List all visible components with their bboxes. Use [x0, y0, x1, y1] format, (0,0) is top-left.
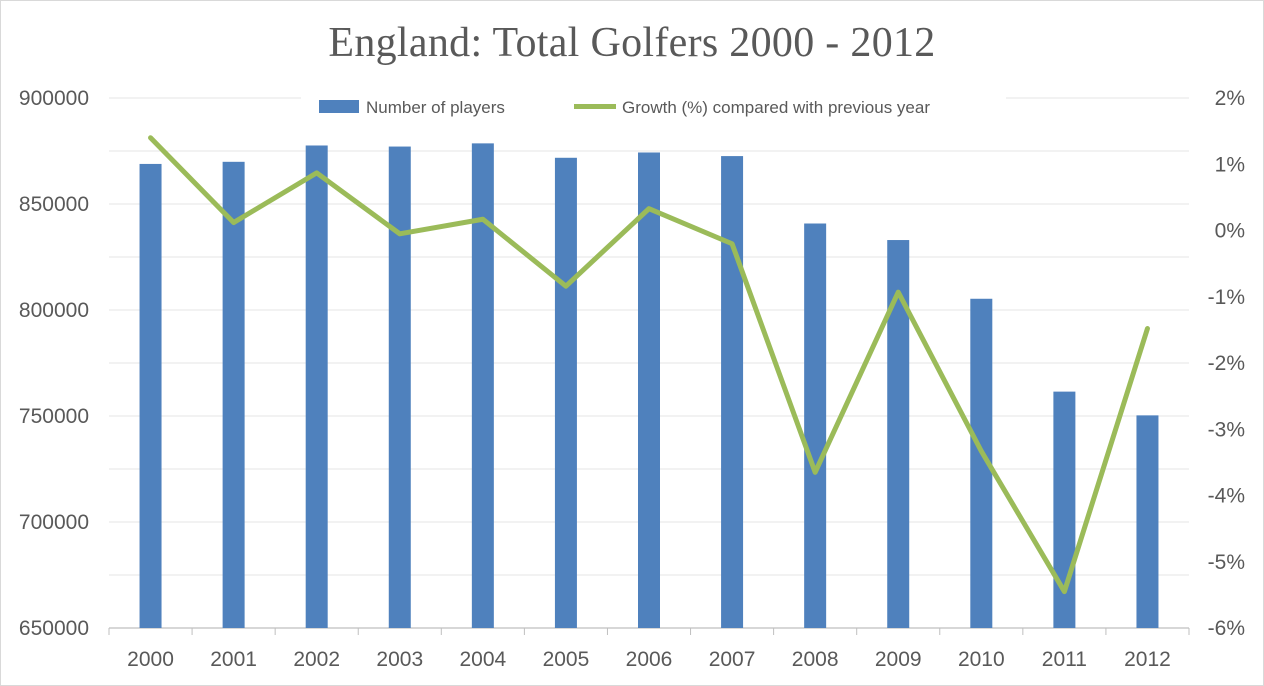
- y-right-tick-label: 1%: [1215, 153, 1245, 176]
- x-tick-label: 2005: [543, 648, 590, 671]
- bar-number-of-players: [222, 161, 245, 628]
- y-right-tick-label: -4%: [1208, 485, 1245, 508]
- x-tick-label: 2004: [459, 648, 506, 671]
- y-left-tick-label: 800000: [19, 299, 89, 322]
- chart-title: England: Total Golfers 2000 - 2012: [328, 20, 936, 66]
- x-tick-label: 2006: [626, 648, 673, 671]
- x-tick-label: 2007: [709, 648, 756, 671]
- bar-number-of-players: [305, 145, 328, 628]
- legend-label-bar: Number of players: [366, 98, 505, 117]
- bar-number-of-players: [721, 156, 744, 628]
- x-tick-label: 2000: [127, 648, 174, 671]
- y-left-tick-label: 650000: [19, 617, 89, 640]
- x-tick-label: 2008: [792, 648, 839, 671]
- x-tick-label: 2002: [293, 648, 340, 671]
- legend-swatch-bar: [319, 100, 359, 113]
- y-right-tick-label: -1%: [1208, 286, 1245, 309]
- y-right-tick-label: -2%: [1208, 352, 1245, 375]
- y-right-tick-label: 2%: [1215, 87, 1245, 110]
- y-right-tick-label: 0%: [1215, 220, 1245, 243]
- x-tick-label: 2001: [210, 648, 257, 671]
- x-tick-label: 2011: [1042, 648, 1087, 671]
- bar-number-of-players: [554, 157, 577, 628]
- x-tick-label: 2012: [1124, 648, 1171, 671]
- y-right-tick-label: -6%: [1208, 617, 1245, 640]
- legend-label-line: Growth (%) compared with previous year: [622, 98, 930, 117]
- y-left-tick-label: 900000: [19, 87, 89, 110]
- bar-number-of-players: [887, 240, 910, 629]
- bar-number-of-players: [388, 146, 411, 628]
- y-right-tick-label: -5%: [1208, 551, 1245, 574]
- x-tick-label: 2009: [875, 648, 922, 671]
- bar-number-of-players: [804, 223, 827, 628]
- bar-number-of-players: [1136, 415, 1159, 628]
- y-right-tick-label: -3%: [1208, 418, 1245, 441]
- legend-box: [301, 89, 1006, 125]
- y-left-tick-label: 700000: [19, 511, 89, 534]
- x-tick-label: 2003: [376, 648, 423, 671]
- bar-number-of-players: [139, 163, 162, 628]
- x-tick-label: 2010: [958, 648, 1005, 671]
- bar-number-of-players: [638, 152, 660, 628]
- bar-number-of-players: [471, 143, 494, 629]
- bar-number-of-players: [970, 298, 993, 628]
- y-left-tick-label: 850000: [19, 193, 89, 216]
- y-left-tick-label: 750000: [19, 405, 89, 428]
